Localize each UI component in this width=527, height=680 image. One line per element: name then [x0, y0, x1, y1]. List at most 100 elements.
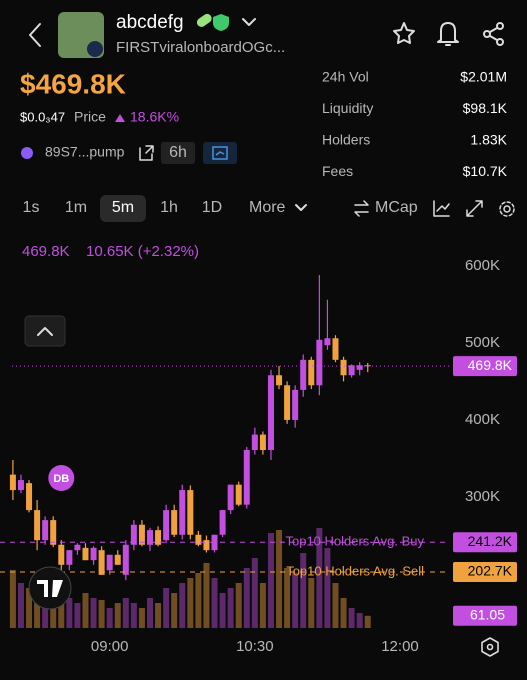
volume-bar	[187, 578, 194, 628]
timeframe[interactable]: 1h	[160, 199, 178, 216]
timeframe[interactable]: 1D	[202, 199, 222, 216]
volume-bar	[251, 558, 258, 628]
candle-body	[130, 524, 137, 545]
timeframe-selected	[100, 195, 146, 222]
alert-button[interactable]	[437, 22, 459, 46]
volume-bar	[243, 568, 250, 628]
chart-settings[interactable]	[481, 637, 499, 657]
timeframe[interactable]: 1m	[65, 199, 87, 216]
back-button[interactable]	[29, 23, 41, 47]
volume-bar	[114, 603, 121, 628]
candle-body	[179, 490, 186, 535]
indicator-button[interactable]	[433, 200, 450, 217]
tradingview-mark	[37, 580, 63, 597]
favorite-button[interactable]	[393, 22, 415, 44]
candle-body	[90, 547, 97, 561]
x-tick-label: 10:30	[236, 638, 274, 655]
candle-body	[138, 524, 145, 545]
more-button[interactable]: More	[249, 199, 286, 216]
volume-bar	[348, 608, 355, 628]
volume-bar	[195, 573, 202, 628]
volume-bar	[147, 598, 153, 628]
info-value: 469.8K	[22, 243, 70, 260]
chart-badge-icon	[212, 146, 228, 160]
collapse-icon	[37, 327, 53, 336]
chart-badge[interactable]	[203, 142, 237, 164]
volume-bar	[9, 570, 16, 628]
volume-bar	[364, 615, 371, 628]
open-link[interactable]	[139, 145, 154, 161]
candle-body	[227, 484, 234, 511]
volume-bar	[26, 588, 33, 628]
stat-value: $10.7K	[463, 163, 508, 179]
collapse-button[interactable]	[24, 315, 66, 347]
annotation-text: DB	[53, 473, 69, 485]
candle-body	[147, 530, 153, 545]
chart: 300K 400K 500K 600K 09:00 10:30 12:00 Top10 Hol…	[0, 243, 517, 655]
volume-bar	[138, 608, 145, 628]
candle-body	[243, 449, 250, 505]
annotation-marker[interactable]	[48, 465, 75, 491]
volume-bar	[122, 598, 129, 628]
dropdown[interactable]	[242, 18, 256, 26]
timeframes: 1s 1m 5m 1h 1D	[23, 195, 222, 222]
volume-bar	[90, 598, 97, 628]
candle-body	[114, 554, 121, 565]
volume-bar	[300, 553, 307, 628]
candle-body	[332, 338, 339, 360]
volume-bar	[219, 593, 226, 628]
candle-body	[364, 365, 371, 367]
candle-body	[122, 544, 129, 575]
candle-body	[98, 550, 105, 575]
reference-label: 202.7K	[468, 563, 513, 579]
chain-badge	[87, 41, 103, 57]
candle-body	[82, 547, 89, 561]
candle-body	[235, 484, 242, 505]
settings-button[interactable]	[499, 201, 515, 217]
candle-body	[219, 510, 226, 535]
price-change: 18.6K%	[130, 109, 179, 125]
candle-body	[26, 483, 33, 511]
candle-body	[163, 510, 170, 541]
candle-body	[259, 434, 266, 450]
age: 6h	[169, 144, 187, 161]
last-price-label: 469.8K	[468, 357, 513, 373]
candle-body	[284, 385, 291, 420]
candle-body	[316, 339, 323, 386]
volume-bar	[130, 603, 137, 628]
volume-bar	[106, 608, 113, 628]
verified-icon	[213, 14, 229, 31]
candle-body	[292, 389, 299, 420]
candle-body	[348, 365, 355, 376]
volume-bar	[235, 583, 242, 628]
price: $0.0₃47	[20, 109, 65, 124]
fullscreen-button[interactable]	[466, 200, 483, 217]
candle-body	[155, 530, 162, 545]
token-subtitle: FIRSTviralonboardOGc...	[116, 39, 285, 56]
candle-body	[251, 434, 258, 450]
y-tick-label: 300K	[465, 488, 500, 505]
stat-value: $98.1K	[463, 100, 508, 116]
volume-tag	[453, 605, 517, 626]
share-button[interactable]	[483, 22, 504, 46]
stat-label: Fees	[322, 163, 353, 179]
tradingview-logo	[28, 566, 72, 610]
y-tick-label: 600K	[465, 257, 500, 274]
volume-bar	[179, 583, 186, 628]
mcap-toggle[interactable]: MCap	[375, 199, 418, 216]
toggle-icon[interactable]	[354, 200, 369, 217]
candle-body	[203, 540, 210, 551]
volume-bar	[203, 563, 210, 628]
candle-body	[42, 520, 49, 541]
candle-body	[187, 490, 194, 535]
more-arrow	[295, 204, 307, 211]
volume-bar	[356, 613, 363, 628]
stat-label: Liquidity	[322, 100, 373, 116]
timeframe[interactable]: 1s	[23, 199, 40, 216]
last-price-tag	[453, 356, 517, 377]
candle-body	[58, 544, 65, 565]
timeframe[interactable]: 5m	[112, 199, 134, 216]
volume-bar	[155, 603, 162, 628]
y-tick-label: 400K	[465, 411, 500, 428]
volume-bar	[324, 548, 331, 628]
